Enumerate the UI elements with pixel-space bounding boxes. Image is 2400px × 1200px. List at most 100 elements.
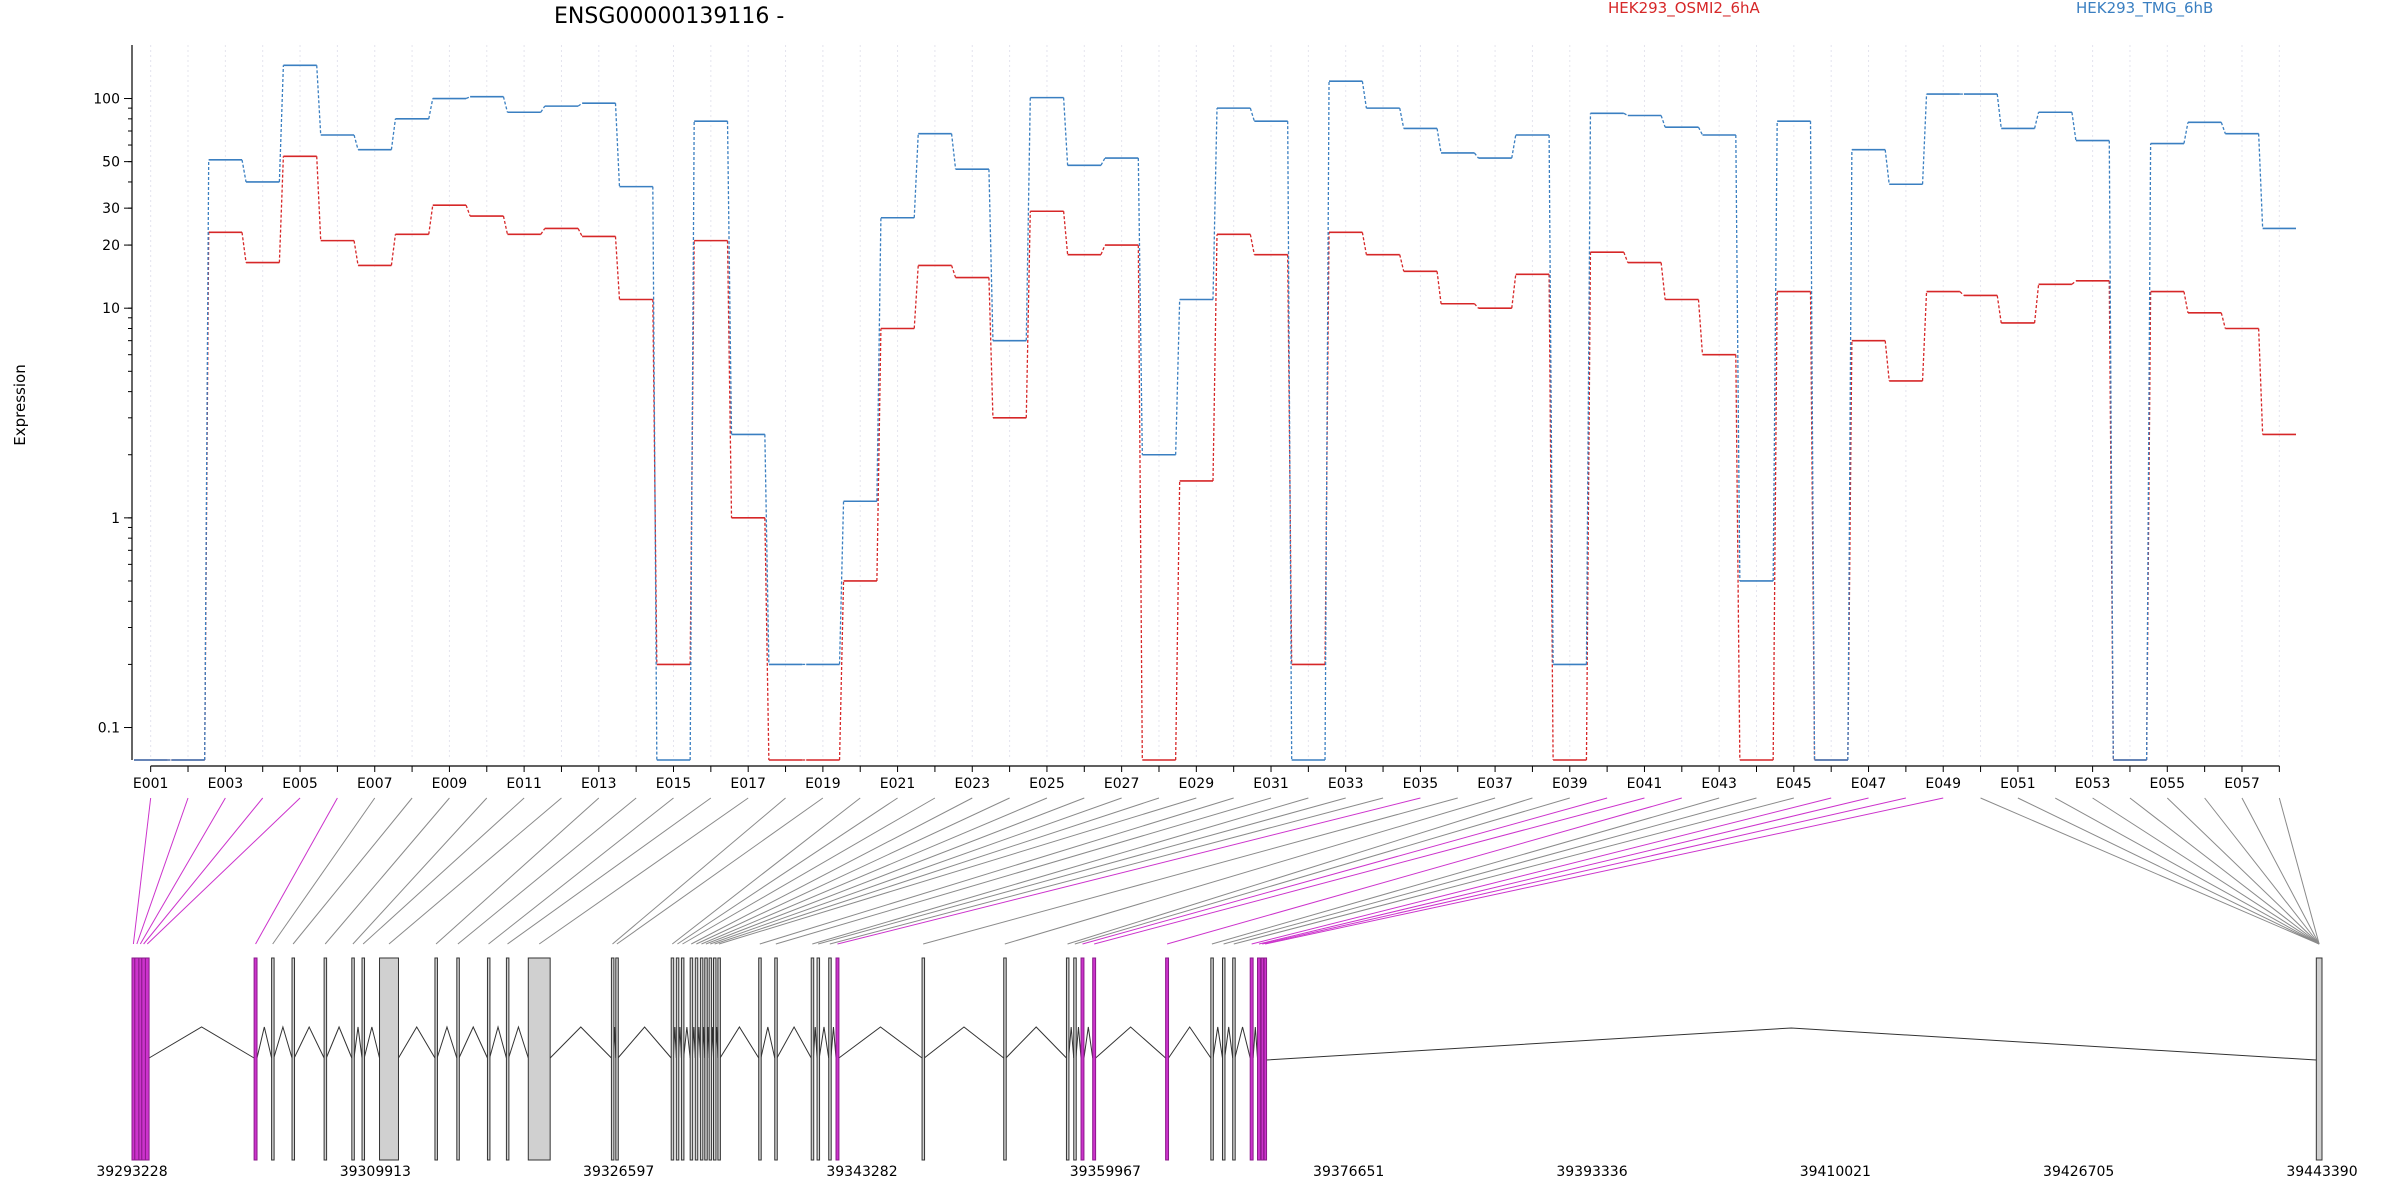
connector-E022 bbox=[682, 797, 936, 945]
exon-E045 bbox=[1232, 957, 1236, 1161]
connector-E006 bbox=[255, 797, 338, 945]
y-axis: 0.1 1 10 20 30 50 100 bbox=[93, 45, 133, 760]
exon-E005 bbox=[144, 957, 150, 1161]
intron bbox=[818, 1026, 830, 1059]
connector-E047 bbox=[1258, 797, 1869, 945]
x-tick-label-E053: E053 bbox=[2075, 776, 2111, 792]
intron bbox=[1252, 1026, 1258, 1059]
series-connector bbox=[502, 96, 509, 113]
connector-E019 bbox=[616, 797, 824, 945]
series-connector bbox=[1511, 134, 1517, 159]
series-connector bbox=[1660, 115, 1666, 128]
intron bbox=[148, 1026, 255, 1059]
exon-E023 bbox=[689, 957, 694, 1161]
series-connector bbox=[1996, 295, 2002, 324]
series-connector bbox=[652, 186, 658, 761]
exon-E041 bbox=[1092, 957, 1097, 1161]
exon-E025 bbox=[699, 957, 704, 1161]
series-connector bbox=[1175, 480, 1181, 761]
exon-E039 bbox=[1073, 957, 1077, 1161]
intron bbox=[683, 1026, 691, 1059]
coordinate-label: 39410021 bbox=[1800, 1164, 1871, 1180]
connector-E045 bbox=[1233, 797, 1794, 945]
x-tick-label-E035: E035 bbox=[1403, 776, 1439, 792]
series-connector bbox=[502, 215, 509, 235]
x-tick-label-E027: E027 bbox=[1104, 776, 1140, 792]
connector-E005 bbox=[146, 797, 301, 945]
x-tick-label-E005: E005 bbox=[282, 776, 318, 792]
y-tick-label: 1 bbox=[111, 511, 120, 527]
series-connector bbox=[1884, 340, 1890, 381]
series-connector bbox=[1324, 81, 1330, 761]
intron bbox=[1212, 1026, 1223, 1059]
intron bbox=[923, 1026, 1005, 1059]
series-connector bbox=[577, 102, 583, 107]
x-tick-label-E029: E029 bbox=[1179, 776, 1215, 792]
series-connector bbox=[988, 277, 994, 418]
exon-E006 bbox=[253, 957, 258, 1161]
intron bbox=[617, 1026, 672, 1059]
series-connector bbox=[1585, 113, 1592, 665]
connector-E010 bbox=[352, 797, 488, 945]
exon-E037 bbox=[1003, 957, 1007, 1161]
exon-E047 bbox=[1256, 957, 1261, 1161]
x-tick-label-E051: E051 bbox=[2000, 776, 2036, 792]
connector-E038 bbox=[1067, 797, 1533, 945]
connector-E037 bbox=[1004, 797, 1496, 945]
connector-E016 bbox=[507, 797, 712, 945]
coordinate-label: 39426705 bbox=[2043, 1164, 2114, 1180]
connector-E014 bbox=[457, 797, 637, 945]
connector-E054 bbox=[2129, 797, 2320, 945]
connector-E002 bbox=[136, 797, 189, 945]
connector-E012 bbox=[388, 797, 562, 945]
series-connector bbox=[726, 240, 733, 518]
y-tick-label: 20 bbox=[102, 238, 120, 254]
series-connector bbox=[1809, 121, 1816, 761]
exon-E010 bbox=[351, 957, 355, 1161]
series-connector bbox=[2183, 122, 2189, 144]
exon-E014 bbox=[456, 957, 460, 1161]
series-connector bbox=[1996, 94, 2002, 129]
connector-E004 bbox=[143, 797, 264, 945]
exon-E029 bbox=[717, 957, 721, 1161]
series-connector bbox=[204, 159, 210, 761]
connector-E003 bbox=[139, 797, 226, 945]
x-tick-label-E049: E049 bbox=[1925, 776, 1961, 792]
intron bbox=[838, 1026, 923, 1059]
exon-E008 bbox=[291, 957, 296, 1161]
series-connector bbox=[577, 228, 583, 237]
exon-E030 bbox=[758, 957, 762, 1161]
connector-E017 bbox=[538, 797, 749, 945]
y-tick-label: 30 bbox=[102, 201, 120, 217]
series-connector bbox=[2033, 284, 2040, 324]
coordinate-label: 39326597 bbox=[583, 1164, 654, 1180]
expression-series bbox=[134, 64, 2296, 761]
series-connector bbox=[2033, 112, 2040, 129]
y-tick-label: 50 bbox=[102, 155, 120, 171]
connector-E036 bbox=[923, 797, 1458, 945]
exon-E007 bbox=[271, 957, 275, 1161]
exon-E043 bbox=[1210, 957, 1214, 1161]
gene-model bbox=[131, 957, 2323, 1161]
exon-E035 bbox=[835, 957, 840, 1161]
intron bbox=[436, 1025, 458, 1059]
connector-E046 bbox=[1251, 797, 1832, 945]
exon-E034 bbox=[828, 957, 832, 1161]
series-connector bbox=[1025, 97, 1031, 341]
connector-E027 bbox=[710, 797, 1122, 945]
connector-E044 bbox=[1223, 797, 1757, 945]
connector-E050 bbox=[1980, 797, 2320, 945]
series-connector bbox=[1473, 152, 1479, 159]
intron bbox=[353, 1026, 363, 1059]
chart-title: ENSG00000139116 - bbox=[554, 4, 784, 29]
series-connector bbox=[241, 159, 247, 183]
connector-E015 bbox=[488, 797, 674, 945]
series-connector bbox=[726, 121, 733, 435]
exon-E033 bbox=[816, 957, 821, 1161]
series-connector bbox=[1062, 97, 1069, 166]
x-tick-label-E003: E003 bbox=[208, 776, 244, 792]
series-connector bbox=[1436, 271, 1442, 304]
x-tick-label-E031: E031 bbox=[1253, 776, 1289, 792]
series-connector bbox=[1772, 291, 1778, 761]
exon-E027 bbox=[708, 957, 713, 1161]
